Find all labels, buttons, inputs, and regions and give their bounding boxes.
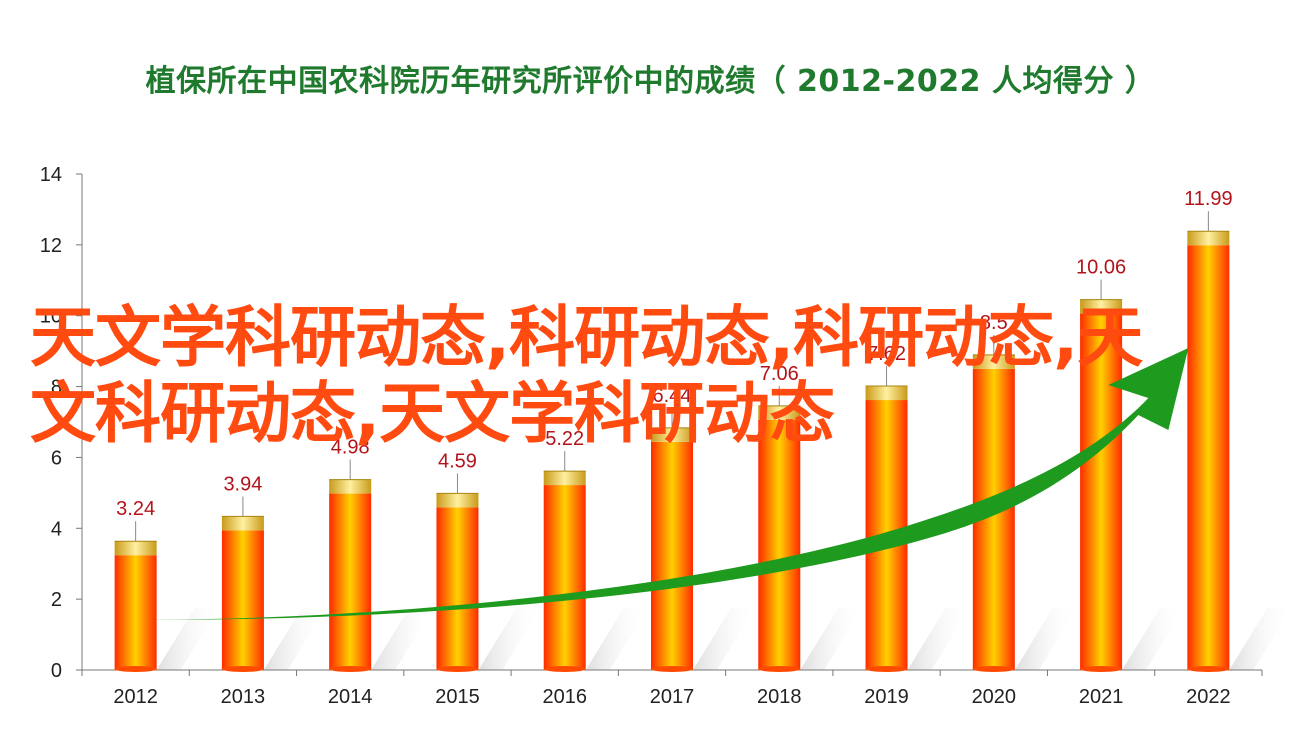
data-label: 6.44 [653,385,692,407]
x-tick-label: 2014 [328,686,373,708]
bar-shadow [800,608,863,670]
bar [436,507,479,670]
bar-base [114,666,157,672]
bar-shadow [263,608,326,670]
bar-cap [221,516,264,531]
bar-cap [1187,231,1230,246]
x-tick-label: 2015 [435,686,480,708]
bar-base [1080,666,1123,672]
x-tick-label: 2013 [221,686,266,708]
bar [1080,313,1123,670]
y-tick-label: 12 [40,235,62,257]
bar-cap [114,541,157,556]
bar-base [543,666,586,672]
bar-shadow [156,608,219,670]
axes: 0 2 4 6 8 10 12 14 2012 2013 2014 2015 2016 2017 2018 2… [40,164,1263,708]
bar-cap [1080,299,1123,314]
y-tick-label: 6 [51,447,62,469]
x-tick-label: 2018 [757,686,802,708]
y-tick-label: 2 [51,589,62,611]
data-label: 10.06 [1076,257,1126,279]
bar-shadow [585,608,648,670]
y-tick-label: 10 [40,306,62,328]
x-tick-label: 2019 [864,686,909,708]
data-label: 3.24 [116,498,155,520]
bar [543,485,586,670]
x-tick-label: 2022 [1186,686,1231,708]
data-label: 4.59 [438,450,477,472]
x-tick-label: 2012 [113,686,158,708]
bar-shadow [907,608,970,670]
data-label: 3.94 [223,473,262,495]
bar-base [758,666,801,672]
bar-base [651,666,693,672]
bar-shadow [478,608,541,670]
bar [758,419,801,670]
y-tick-label: 4 [51,518,62,540]
y-tick-label: 0 [51,660,62,682]
y-tick-label: 8 [51,377,62,399]
x-tick-label: 2017 [650,686,695,708]
bar-shadow [1014,608,1077,670]
data-label: 5.22 [545,428,584,450]
bar-shadow [1229,608,1292,670]
y-tick-label: 14 [40,164,62,186]
bar-cap [329,479,372,494]
x-tick-label: 2020 [972,686,1017,708]
data-label: 4.98 [331,437,370,459]
bar-shadow [693,608,755,670]
bar-base [329,666,372,672]
bar-cap [865,386,908,401]
bar [114,555,157,670]
bar-base [1187,666,1230,672]
data-labels: 3.24 3.94 4.98 4.59 5.22 6.44 7.06 7.62 8.5 10.06… [116,188,1233,542]
bar-shadow [371,608,434,670]
bar-cap [436,493,479,508]
x-tick-label: 2016 [542,686,587,708]
data-label: 7.62 [867,343,906,365]
bar-cap [651,427,693,442]
data-label: 7.06 [760,363,799,385]
bar-base [221,666,264,672]
bars [114,230,1230,672]
bar-cap [972,354,1015,369]
bar-cap [543,471,586,486]
bar-cap [758,405,801,420]
bar-shadows [156,608,1292,670]
bar [651,441,693,670]
data-label: 8.5 [980,312,1008,334]
x-tick-label: 2021 [1079,686,1124,708]
bar [1187,245,1230,670]
chart-title: 植保所在中国农科院历年研究所评价中的成绩（ 2012-2022 人均得分 ） [145,64,1156,99]
bar-shadow [1122,608,1185,670]
data-label: 11.99 [1184,188,1233,210]
bar-base [436,666,479,672]
bar [221,530,264,670]
bar-base [865,666,908,672]
bar-base [972,666,1015,672]
bar [329,493,372,670]
